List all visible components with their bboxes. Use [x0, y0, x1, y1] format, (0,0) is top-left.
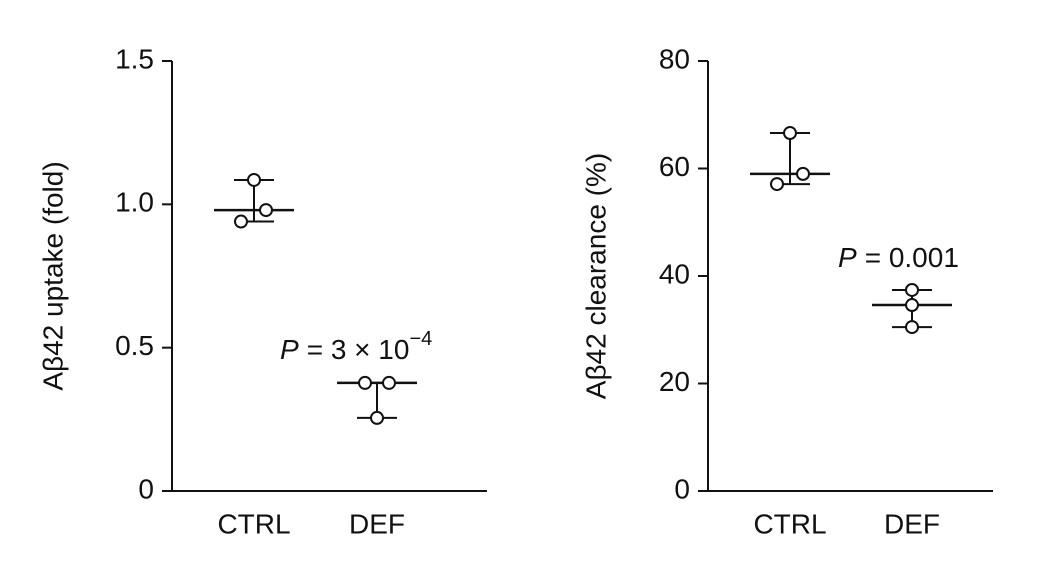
annotation-text: = 0.001 [865, 242, 959, 273]
data-point [247, 172, 261, 187]
panel: 0 20 40 60 80 Aβ42 clearance (%) CTRL DEF P = 0.0… [580, 43, 993, 539]
annotation-superscript: −4 [409, 328, 432, 350]
annotation-text: = 3 × 10 [307, 334, 410, 365]
y-tick-label: 60 [659, 151, 690, 182]
panel: 0 0.5 1.0 1.5 Aβ42 uptake (fold) CTRL DEF P = 3 … [37, 43, 487, 539]
data-point [796, 166, 810, 181]
y-tick-label: 1.5 [115, 43, 154, 74]
annotation-p: P [838, 242, 857, 273]
y-tick-label: 0 [138, 473, 154, 504]
data-point [770, 177, 784, 192]
y-tick-label: 40 [659, 258, 690, 289]
y-tick-label: 0 [674, 473, 690, 504]
data-point [905, 320, 919, 335]
data-point [905, 298, 919, 313]
data-point [783, 126, 797, 141]
y-tick-label: 20 [659, 366, 690, 397]
x-tick-label: CTRL [753, 508, 826, 539]
annotation: P = 0.001 [838, 242, 959, 273]
data-point [905, 282, 919, 297]
y-tick-label: 80 [659, 43, 690, 74]
x-tick-label: DEF [884, 508, 940, 539]
annotation: P = 3 × 10−4 [280, 328, 432, 365]
y-axis-label: Aβ42 uptake (fold) [37, 161, 68, 390]
data-point [259, 203, 273, 218]
data-point [234, 214, 248, 229]
x-tick-label: CTRL [217, 508, 290, 539]
data-point [358, 375, 372, 390]
y-tick-label: 0.5 [115, 330, 154, 361]
y-tick-label: 1.0 [115, 187, 154, 218]
data-point [370, 410, 384, 425]
x-tick-label: DEF [349, 508, 405, 539]
annotation-p: P [280, 334, 299, 365]
data-point [382, 375, 396, 390]
y-axis-label: Aβ42 clearance (%) [580, 153, 611, 399]
